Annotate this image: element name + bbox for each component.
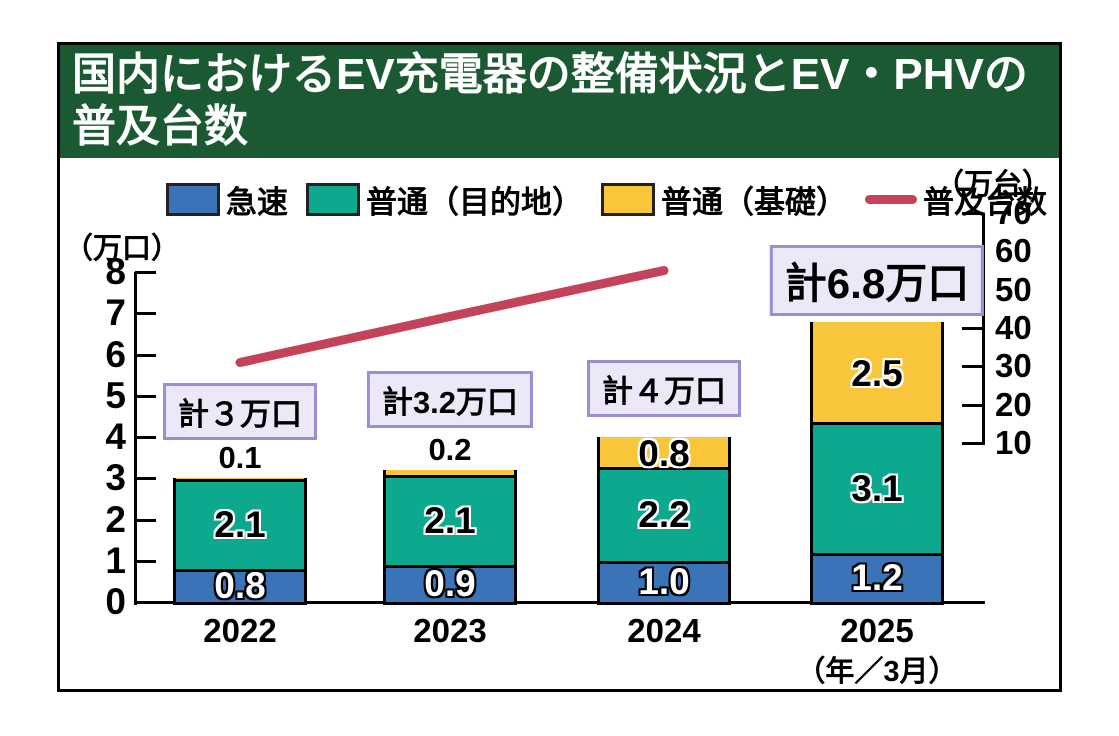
right-axis-ticklabel: 10 [995,424,1032,461]
left-axis-ticklabel: 8 [105,251,126,292]
legend-item-普通（基礎）: 普通（基礎） [601,177,847,222]
chart-title-line1: 国内におけるEV充電器の整備状況とEV・PHVの [72,50,1028,99]
right-axis-tick [962,403,983,407]
left-axis-tick [135,436,156,439]
chart-frame: 国内におけるEV充電器の整備状況とEV・PHVの 普及台数 急速 普通（目的地） 普… [57,42,1062,692]
right-axis-ticklabel: 70 [995,194,1032,231]
left-axis-unit: （万口） [64,233,181,265]
bar-value-label: 0.9 [424,562,476,604]
right-axis-ticklabel: 20 [995,385,1032,423]
right-axis-tick [962,442,983,445]
right-axis-tick [962,365,983,369]
bar-value-label: 0.8 [214,565,266,606]
x-axis-label: 2022 [203,612,277,649]
bar-value-label: 2.1 [424,500,476,542]
bar-value-label-outside: 0.1 [218,440,262,476]
bar-segment-普通（基礎） [173,478,307,483]
bar-segment-普通（基礎） [810,321,944,425]
left-axis-ticklabel: 4 [105,416,126,457]
left-axis-tick [135,394,156,398]
left-axis-ticklabel: 1 [105,539,126,581]
total-label-box: 計3.2万口 [366,371,534,428]
legend-label: 普通（目的地） [366,185,583,220]
left-axis-ticklabel: 2 [105,498,126,540]
bar-value-label: 3.1 [851,467,903,509]
legend-item-普通（目的地）: 普通（目的地） [306,177,583,222]
right-axis-ticklabel: 40 [995,309,1032,346]
bar-segment-普通（目的地） [173,482,307,572]
total-label-box: 計6.8万口 [769,244,985,316]
bar-segment-普通（目的地） [383,478,517,568]
chart-title: 国内におけるEV充電器の整備状況とEV・PHVの 普及台数 [60,45,1059,158]
bar-value-label: 1.0 [638,560,690,602]
left-axis-tick [135,559,156,563]
left-axis-ticklabel: 3 [105,457,126,499]
chart-title-line2: 普及台数 [72,102,248,151]
left-axis-tick [135,271,156,274]
bar-value-label-outside: 0.2 [428,432,472,467]
left-axis-ticklabel: 7 [105,292,126,334]
total-label-box: 計４万口 [587,360,741,417]
bar-segment-普通（目的地） [810,424,944,556]
line-swatch-icon [865,195,917,204]
left-axis-tick [135,312,156,316]
bar-segment-普通（基礎） [383,470,517,479]
box-swatch-icon [306,183,360,216]
box-swatch-icon [166,183,220,216]
x-axis-label: 2025 [840,612,914,649]
legend-item-普及台数: 普及台数 [865,177,1047,222]
legend: 急速 普通（目的地） 普通（基礎） 普及台数 [166,177,1047,222]
bar-value-label: 2.2 [638,494,690,535]
bar-value-label: 0.8 [638,433,690,474]
x-axis-line [135,601,985,604]
right-axis-tick [962,212,983,215]
left-axis-ticklabel: 5 [105,374,126,416]
left-axis-tick [135,477,156,481]
x-axis-note: （年／3月） [796,656,958,688]
legend-label: 普及台数 [923,185,1047,220]
x-axis-label: 2024 [627,612,701,649]
bar-value-label: 1.2 [851,556,903,598]
left-axis-tick [135,518,156,522]
right-axis-ticklabel: 50 [995,270,1032,308]
right-axis-unit: （万台） [934,169,1051,201]
box-swatch-icon [601,183,655,216]
trend-line [235,266,669,367]
right-axis-ticklabel: 30 [995,347,1032,385]
left-axis-tick [135,353,156,357]
legend-item-急速: 急速 [166,177,288,222]
bar-segment-普通（基礎） [597,437,731,470]
bar-segment-普通（目的地） [597,470,731,564]
left-axis-ticklabel: 0 [105,581,126,622]
right-axis-line [982,213,985,445]
right-axis-tick [962,327,983,330]
left-axis-ticklabel: 6 [105,333,126,375]
legend-label: 普通（基礎） [661,185,847,220]
right-axis-ticklabel: 60 [995,232,1032,270]
x-axis-label: 2023 [413,612,487,649]
bar-value-label: 2.5 [851,352,903,394]
bar-value-label: 2.1 [214,504,266,546]
total-label-box: 計３万口 [163,383,317,441]
legend-label: 急速 [226,185,288,220]
